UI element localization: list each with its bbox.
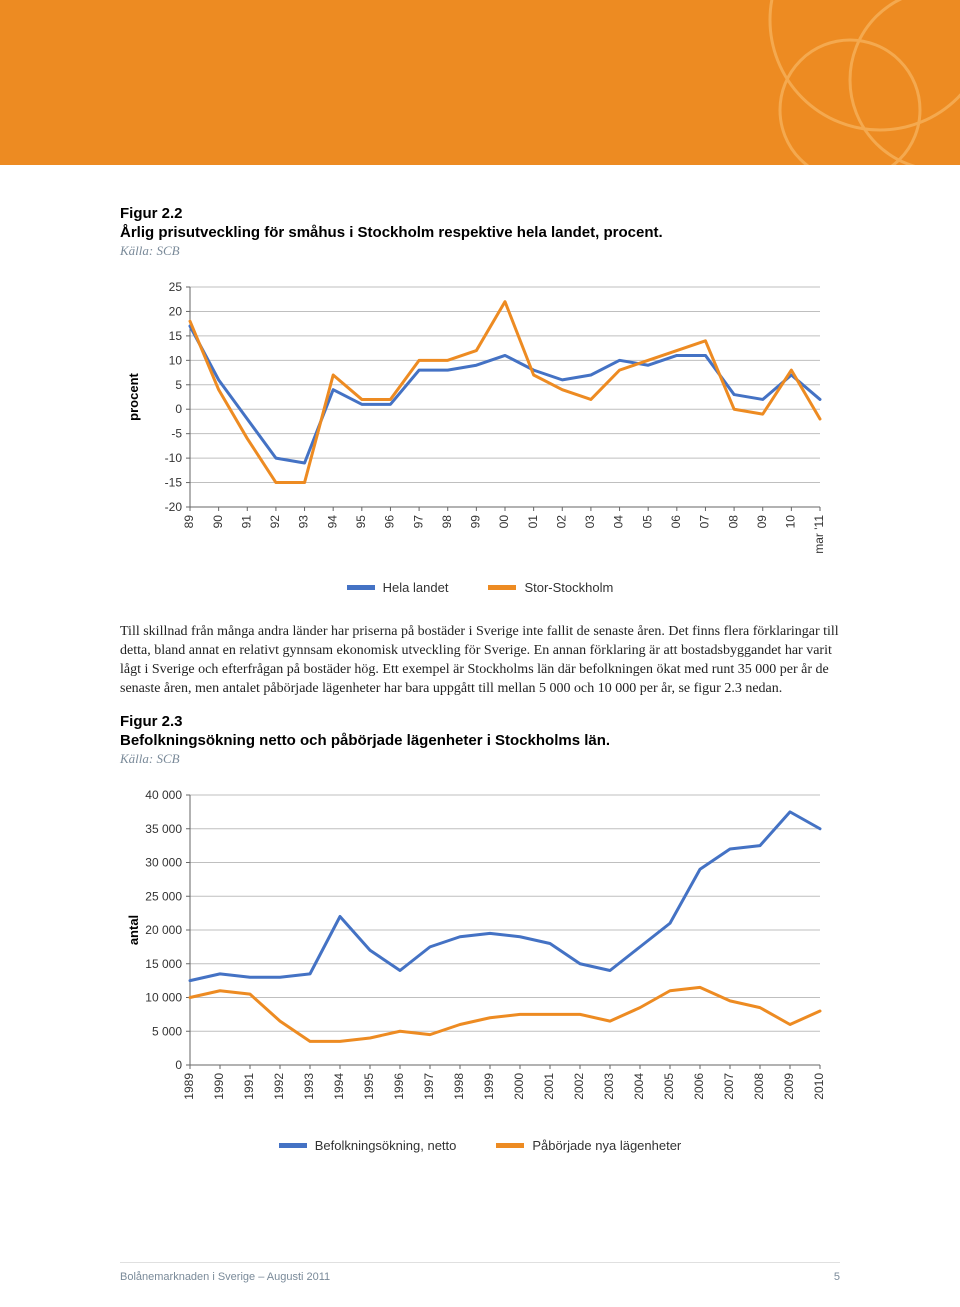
- legend-swatch: [496, 1143, 524, 1148]
- legend-item: Hela landet: [347, 580, 449, 595]
- svg-text:0: 0: [175, 1058, 182, 1072]
- svg-text:2007: 2007: [722, 1072, 736, 1099]
- svg-text:-5: -5: [171, 427, 182, 441]
- svg-text:06: 06: [669, 515, 683, 529]
- svg-text:1991: 1991: [242, 1072, 256, 1099]
- svg-text:2006: 2006: [692, 1072, 706, 1099]
- svg-text:2003: 2003: [602, 1072, 616, 1099]
- svg-text:procent: procent: [126, 372, 141, 420]
- svg-text:98: 98: [440, 515, 454, 529]
- svg-text:07: 07: [698, 515, 712, 529]
- svg-text:08: 08: [726, 515, 740, 529]
- svg-text:1989: 1989: [182, 1072, 196, 1099]
- svg-text:35 000: 35 000: [145, 821, 182, 835]
- svg-text:10 000: 10 000: [145, 990, 182, 1004]
- svg-text:-20: -20: [165, 500, 183, 514]
- svg-text:01: 01: [526, 515, 540, 529]
- svg-text:00: 00: [497, 515, 511, 529]
- legend-label: Stor-Stockholm: [524, 580, 613, 595]
- footer-left: Bolånemarknaden i Sverige – Augusti 2011: [120, 1271, 330, 1283]
- svg-text:40 000: 40 000: [145, 788, 182, 802]
- svg-text:15: 15: [169, 329, 183, 343]
- legend-swatch: [279, 1143, 307, 1148]
- svg-text:1998: 1998: [452, 1072, 466, 1099]
- figure1-label: Figur 2.2: [120, 205, 840, 222]
- svg-text:antal: antal: [126, 914, 141, 944]
- svg-text:1994: 1994: [332, 1072, 346, 1099]
- page-footer: Bolånemarknaden i Sverige – Augusti 2011…: [120, 1271, 840, 1283]
- svg-text:94: 94: [325, 515, 339, 529]
- svg-text:2008: 2008: [752, 1072, 766, 1099]
- svg-text:2004: 2004: [632, 1072, 646, 1099]
- page-content: Figur 2.2 Årlig prisutveckling för småhu…: [0, 165, 960, 1153]
- svg-text:1992: 1992: [272, 1072, 286, 1099]
- svg-text:93: 93: [297, 515, 311, 529]
- svg-text:20 000: 20 000: [145, 923, 182, 937]
- svg-text:2009: 2009: [782, 1072, 796, 1099]
- legend-swatch: [347, 585, 375, 590]
- svg-text:02: 02: [554, 515, 568, 529]
- svg-text:95: 95: [354, 515, 368, 529]
- svg-text:25 000: 25 000: [145, 889, 182, 903]
- svg-text:1996: 1996: [392, 1072, 406, 1099]
- svg-text:10: 10: [169, 353, 183, 367]
- legend-item: Befolkningsökning, netto: [279, 1138, 457, 1153]
- svg-text:09: 09: [755, 515, 769, 529]
- figure2-source: Källa: SCB: [120, 751, 840, 767]
- svg-text:0: 0: [175, 402, 182, 416]
- figure2-chart: 0 5 000 10 000 15 000 20 000 25 000 30 000 35 0…: [120, 785, 840, 1153]
- svg-text:90: 90: [211, 515, 225, 529]
- body-paragraph: Till skillnad från många andra länder ha…: [120, 623, 840, 699]
- svg-text:-10: -10: [165, 451, 183, 465]
- svg-text:5: 5: [175, 378, 182, 392]
- svg-text:2001: 2001: [542, 1072, 556, 1099]
- svg-text:92: 92: [268, 515, 282, 529]
- svg-text:89: 89: [182, 515, 196, 529]
- svg-text:20: 20: [169, 304, 183, 318]
- top-banner: [0, 0, 960, 165]
- legend-item: Stor-Stockholm: [488, 580, 613, 595]
- svg-text:30 000: 30 000: [145, 855, 182, 869]
- svg-text:10: 10: [784, 515, 798, 529]
- svg-text:99: 99: [469, 515, 483, 529]
- svg-text:1990: 1990: [212, 1072, 226, 1099]
- legend-item: Påbörjade nya lägenheter: [496, 1138, 681, 1153]
- svg-text:2002: 2002: [572, 1072, 586, 1099]
- svg-text:-15: -15: [165, 476, 183, 490]
- legend-label: Befolkningsökning, netto: [315, 1138, 457, 1153]
- figure1-source: Källa: SCB: [120, 243, 840, 259]
- svg-text:15 000: 15 000: [145, 956, 182, 970]
- svg-text:03: 03: [583, 515, 597, 529]
- svg-text:2005: 2005: [662, 1072, 676, 1099]
- svg-text:1999: 1999: [482, 1072, 496, 1099]
- svg-text:5 000: 5 000: [152, 1024, 182, 1038]
- svg-text:mar '11: mar '11: [812, 515, 826, 554]
- svg-text:2010: 2010: [812, 1072, 826, 1099]
- svg-text:1997: 1997: [422, 1072, 436, 1099]
- footer-divider: [120, 1262, 840, 1263]
- figure1-chart: -20-15-10-505101520258990919293949596979…: [120, 277, 840, 595]
- footer-page-number: 5: [834, 1271, 840, 1283]
- svg-text:04: 04: [612, 515, 626, 529]
- figure2-title: Befolkningsökning netto och påbörjade lä…: [120, 732, 840, 749]
- legend-swatch: [488, 585, 516, 590]
- legend-label: Påbörjade nya lägenheter: [532, 1138, 681, 1153]
- figure2-label: Figur 2.3: [120, 713, 840, 730]
- figure1-title: Årlig prisutveckling för småhus i Stockh…: [120, 224, 840, 241]
- svg-text:25: 25: [169, 280, 183, 294]
- svg-text:05: 05: [640, 515, 654, 529]
- svg-text:96: 96: [383, 515, 397, 529]
- svg-text:91: 91: [239, 515, 253, 529]
- svg-text:1995: 1995: [362, 1072, 376, 1099]
- svg-text:1993: 1993: [302, 1072, 316, 1099]
- svg-text:2000: 2000: [512, 1072, 526, 1099]
- legend-label: Hela landet: [383, 580, 449, 595]
- svg-text:97: 97: [411, 515, 425, 529]
